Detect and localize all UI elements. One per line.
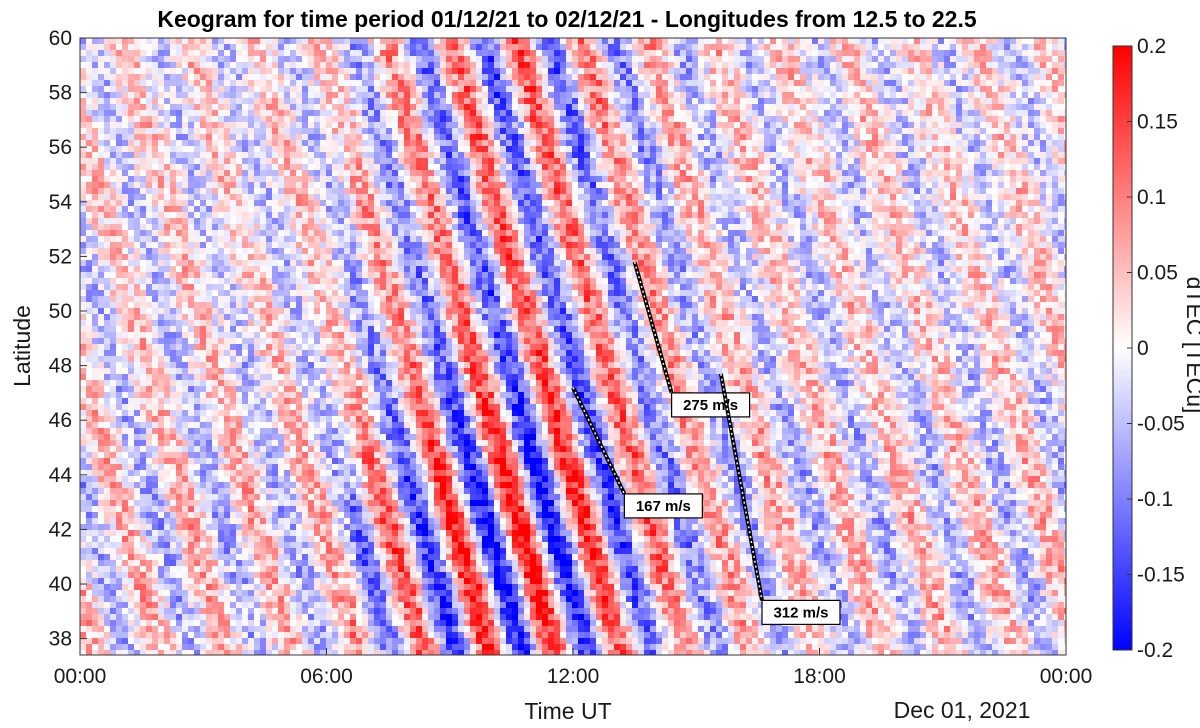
y-tick-label: 46	[49, 409, 72, 432]
speed-line-dots	[720, 373, 763, 601]
y-tick-label: 38	[49, 628, 72, 651]
colorbar-tick-label: -0.1	[1137, 488, 1173, 511]
colorbar-tick-label: 0.2	[1137, 35, 1166, 58]
colorbar-tick-label: -0.15	[1137, 564, 1185, 587]
y-tick-label: 42	[49, 518, 72, 541]
y-tick-label: 54	[49, 191, 73, 214]
x-tick-label: 00:00	[1040, 665, 1093, 688]
speed-label-box	[623, 493, 703, 519]
heatmap-cells	[80, 38, 1066, 655]
speed-label-box	[670, 392, 751, 418]
colorbar-tick-label: 0.05	[1137, 262, 1178, 285]
colorbar-label: dTEC [TECu]	[1182, 277, 1200, 414]
y-tick-label: 60	[49, 27, 72, 50]
y-tick-label: 40	[49, 573, 72, 596]
x-tick-label: 12:00	[547, 665, 600, 688]
y-tick-label: 44	[49, 464, 73, 487]
speed-line	[571, 386, 627, 495]
y-tick-label: 48	[49, 355, 72, 378]
x-tick-label: 00:00	[54, 665, 107, 688]
speed-line	[632, 261, 674, 394]
speed-annotations: 167 m/s 275 m/s 312 m/s	[571, 261, 841, 625]
date-label: Dec 01, 2021	[894, 697, 1031, 723]
y-tick-label: 52	[49, 245, 72, 268]
x-tick-label: 06:00	[300, 665, 353, 688]
speed-label: 167 m/s	[636, 498, 691, 515]
y-tick-label: 56	[49, 136, 72, 159]
colorbar-tick-label: -0.2	[1137, 639, 1173, 662]
speed-label: 312 m/s	[773, 604, 828, 621]
x-axis-label: Time UT	[524, 698, 611, 724]
chart-title: Keogram for time period 01/12/21 to 02/1…	[157, 6, 977, 32]
heatmap-plot-area	[80, 38, 1066, 655]
y-axis-ticks: 38 40 42 44 46 48 50 52 54 56 58 60	[49, 27, 87, 651]
y-tick-label: 50	[49, 300, 72, 323]
colorbar-tick-label: -0.05	[1137, 413, 1185, 436]
colorbar-ticks: 0.2 0.15 0.1 0.05 0 -0.05 -0.1 -0.15 -0.2	[1127, 35, 1185, 662]
speed-label-box	[761, 599, 841, 625]
y-axis-label: Latitude	[9, 305, 35, 387]
x-axis-ticks: 00:00 06:00 12:00 18:00 00:00	[54, 648, 1093, 688]
colorbar-tick-label: 0.15	[1137, 111, 1178, 134]
x-tick-label: 18:00	[793, 665, 846, 688]
y-tick-label: 58	[49, 82, 72, 105]
speed-label: 275 m/s	[683, 397, 738, 414]
colorbar-tick-label: 0.1	[1137, 186, 1166, 209]
colorbar-tick-label: 0	[1137, 337, 1149, 360]
